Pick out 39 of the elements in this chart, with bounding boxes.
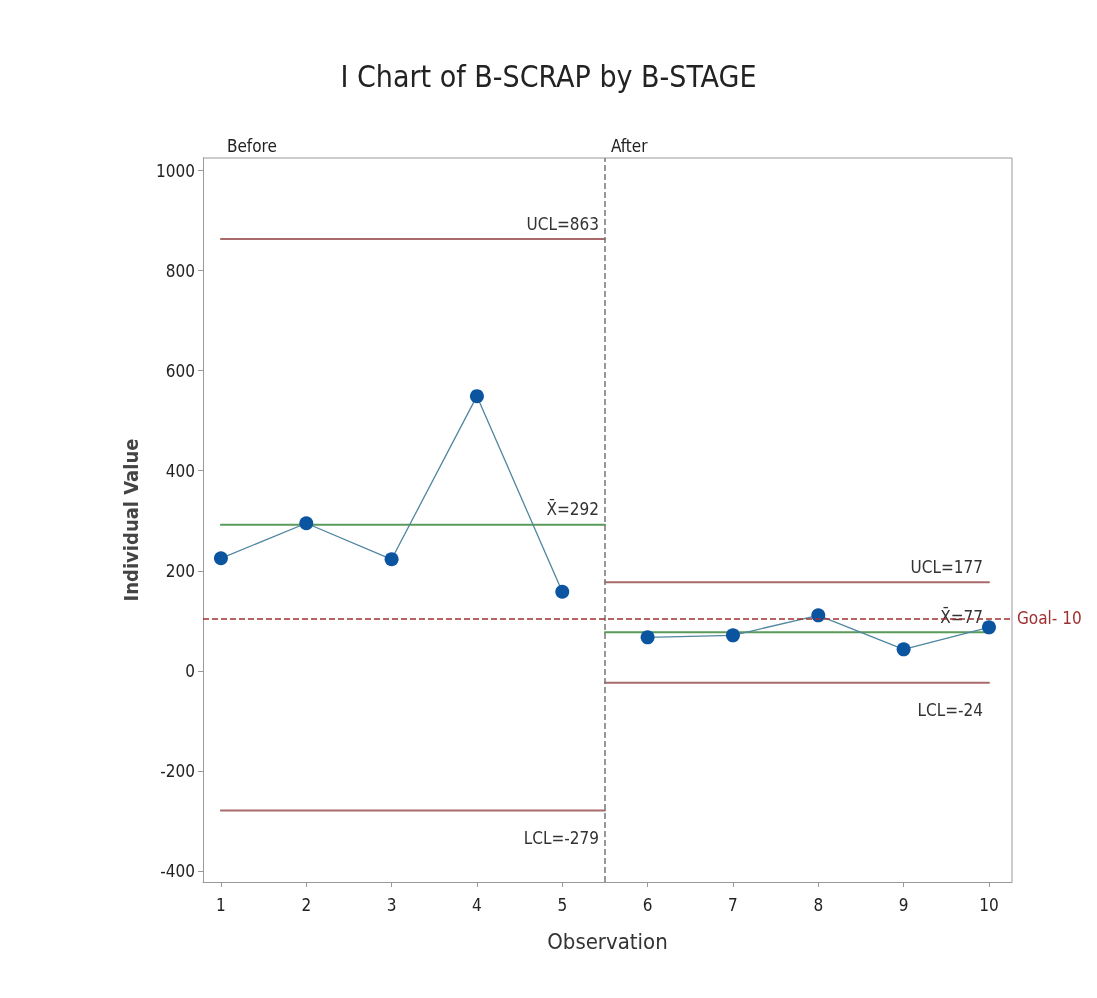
y-tick-label: -200 (160, 760, 195, 781)
point (469, 389, 484, 404)
series-label: LCL=-279 (523, 827, 599, 848)
x-tick-label: 8 (813, 894, 824, 915)
x-axis-title: Observation (547, 928, 668, 954)
series-label: LCL=-24 (917, 700, 983, 721)
point (725, 628, 740, 643)
text: Before (226, 135, 277, 156)
y-tick-label: 800 (165, 260, 195, 281)
y-tick-label: -400 (160, 860, 195, 881)
point (981, 620, 996, 635)
x-tick-label: 4 (472, 894, 482, 915)
point (213, 551, 228, 566)
series-label: X̄=292 (546, 498, 599, 520)
chart-title: I Chart of B-SCRAP by B-STAGE (340, 58, 757, 94)
ref-line-label: Goal- 10 (1017, 608, 1082, 629)
x-tick-label: 10 (979, 894, 999, 915)
point (896, 642, 911, 657)
y-tick-label: 0 (185, 660, 195, 681)
point (384, 552, 399, 567)
y-tick-label: 200 (165, 560, 195, 581)
y-axis-title: Individual Value (119, 438, 143, 602)
point (299, 516, 314, 531)
y-tick-label: 600 (165, 360, 195, 381)
text: After (610, 135, 649, 156)
y-tick-label: 1000 (156, 160, 195, 181)
y-tick-label: 400 (165, 460, 195, 481)
point (811, 608, 826, 623)
series-label: UCL=177 (910, 556, 983, 577)
point (640, 630, 655, 645)
point (555, 584, 570, 599)
x-tick-label: 9 (898, 894, 909, 915)
x-tick-label: 1 (216, 894, 226, 915)
x-tick-label: 5 (557, 894, 568, 915)
x-tick-label: 6 (642, 894, 653, 915)
x-tick-label: 2 (301, 894, 312, 915)
x-tick-label: 7 (728, 894, 738, 915)
series-label: UCL=863 (526, 213, 599, 234)
x-tick-label: 3 (386, 894, 397, 915)
